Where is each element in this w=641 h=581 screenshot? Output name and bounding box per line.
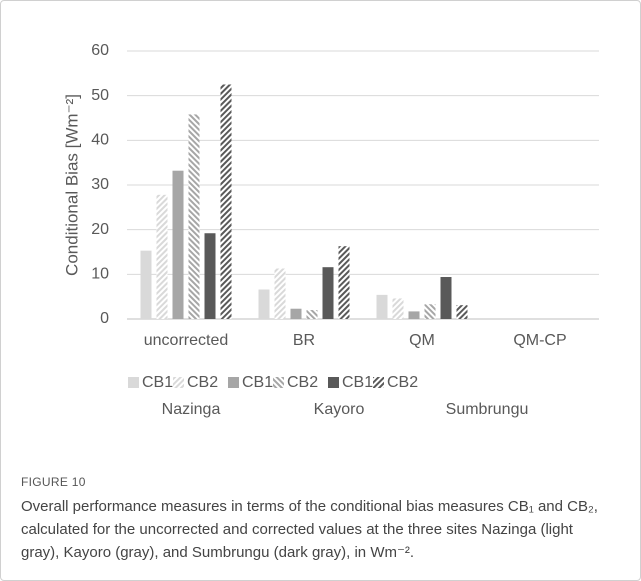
bar xyxy=(290,308,302,319)
x-tick-label: QM xyxy=(409,332,435,349)
y-tick-label: 40 xyxy=(91,132,109,149)
legend-label: CB2 xyxy=(287,374,318,391)
bar xyxy=(392,298,404,319)
chart: Conditional Bias [Wm⁻²] 0 10 20 30 40 50 60 unc… xyxy=(62,42,599,418)
y-axis-label: Conditional Bias [Wm⁻²] xyxy=(62,94,81,276)
bar xyxy=(376,294,388,319)
legend-label: CB1 xyxy=(242,374,273,391)
y-tick-label: 10 xyxy=(91,266,109,283)
legend-swatch xyxy=(273,377,284,388)
bar xyxy=(408,311,420,319)
bar xyxy=(156,194,168,319)
bar xyxy=(258,289,270,319)
bar xyxy=(204,233,216,319)
bar xyxy=(322,267,334,319)
legend-group-label: Kayoro xyxy=(314,401,365,418)
legend-group-label: Nazinga xyxy=(162,401,221,418)
bar xyxy=(140,250,152,319)
legend-swatch xyxy=(373,377,384,388)
legend-group-label: Sumbrungu xyxy=(446,401,529,418)
x-tick-label: BR xyxy=(293,332,315,349)
bar xyxy=(172,170,184,319)
legend-swatch xyxy=(228,377,239,388)
bar xyxy=(424,304,436,319)
legend-swatch xyxy=(128,377,139,388)
y-tick-label: 0 xyxy=(100,310,109,327)
bar xyxy=(456,305,468,319)
legend-label: CB2 xyxy=(387,374,418,391)
bar xyxy=(338,246,350,319)
bar xyxy=(274,268,286,319)
y-tick-label: 60 xyxy=(91,42,109,59)
y-tick-label: 30 xyxy=(91,176,109,193)
legend-label: CB1 xyxy=(342,374,373,391)
x-tick-label: QM-CP xyxy=(513,332,566,349)
x-tick-label: uncorrected xyxy=(144,332,229,349)
legend-label: CB1 xyxy=(142,374,173,391)
bar xyxy=(188,114,200,319)
y-tick-label: 50 xyxy=(91,87,109,104)
bar xyxy=(306,310,318,319)
caption: Overall performance measures in terms of… xyxy=(21,498,598,561)
legend-swatch xyxy=(328,377,339,388)
bar xyxy=(220,84,232,319)
bar xyxy=(440,277,452,319)
y-tick-label: 20 xyxy=(91,221,109,238)
figure-label: FIGURE 10 xyxy=(21,475,86,489)
legend-label: CB2 xyxy=(187,374,218,391)
legend-swatch xyxy=(173,377,184,388)
